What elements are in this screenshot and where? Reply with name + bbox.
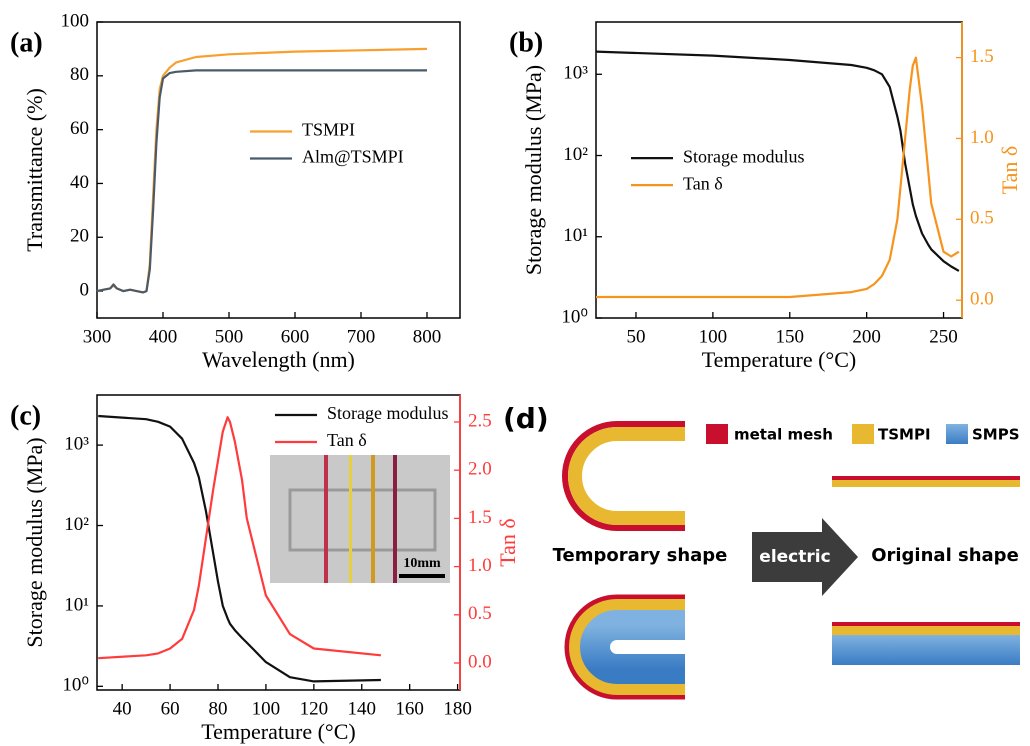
y-tick-label: 80	[70, 64, 89, 85]
scale-bar	[399, 574, 445, 578]
state-label: Original shape	[871, 545, 1019, 566]
x-tick-label: 80	[209, 698, 228, 719]
panel-label: (d)	[503, 402, 549, 435]
legend-label: Storage modulus	[327, 403, 449, 423]
inset-background	[270, 455, 450, 583]
u-shape	[580, 610, 685, 684]
x-tick-label: 150	[776, 326, 805, 347]
legend-label: TSMPI	[302, 120, 355, 140]
y-tick-label: 10³	[64, 433, 89, 454]
diagram: (d) metal mesh TSMPI SMPS Temporary shap…	[503, 402, 1020, 700]
arrow-label: electric	[759, 547, 830, 567]
strip	[832, 476, 1020, 480]
inset-frame	[288, 488, 437, 552]
y2-tick-label: 0.5	[468, 603, 492, 624]
series-line	[98, 414, 381, 683]
legend-label: TSMPI	[878, 426, 931, 444]
inset-wire	[393, 455, 397, 583]
legend-label: SMPS	[972, 426, 1020, 444]
panel-label: (b)	[509, 27, 543, 58]
series-line	[596, 56, 960, 299]
x-tick-label: 140	[348, 698, 377, 719]
strip	[832, 635, 1020, 665]
u-shape	[564, 594, 685, 700]
x-tick-label: 180	[443, 698, 472, 719]
scale-label: 10mm	[403, 556, 441, 571]
x-tick-label: 600	[281, 326, 310, 347]
x-tick-label: 60	[161, 698, 180, 719]
series-line	[96, 69, 427, 294]
strip	[832, 480, 1020, 487]
y2-tick-label: 0.5	[970, 208, 994, 229]
x-tick-label: 100	[699, 326, 728, 347]
x-tick-label: 400	[149, 326, 178, 347]
y-axis-title: Storage modulus (MPa)	[521, 65, 546, 275]
x-tick-label: 800	[413, 326, 442, 347]
panel-label: (a)	[10, 27, 43, 58]
y-tick-label: 10²	[563, 144, 588, 165]
y2-tick-label: 1.5	[468, 507, 492, 528]
x-axis-title: Wavelength (nm)	[202, 347, 355, 372]
y-tick-label: 100	[61, 10, 90, 31]
x-tick-label: 250	[929, 326, 958, 347]
legend-label: Tan δ	[683, 173, 723, 193]
series-line	[96, 47, 428, 294]
y-tick-label: 10²	[64, 514, 89, 535]
strip	[832, 622, 1020, 626]
legend-label: Alm@TSMPI	[302, 147, 404, 167]
u-shape	[569, 599, 685, 695]
inset-wire	[371, 455, 375, 583]
y2-tick-label: 0.0	[468, 651, 492, 672]
legend-swatch	[946, 424, 968, 444]
y2-tick-label: 2.5	[468, 410, 492, 431]
x-tick-label: 700	[347, 326, 376, 347]
y-tick-label: 10⁰	[62, 675, 89, 696]
x-tick-label: 500	[215, 326, 244, 347]
y-tick-label: 60	[70, 118, 89, 139]
series-line	[595, 50, 960, 272]
u-shape	[568, 427, 685, 525]
legend-label: Tan δ	[327, 430, 367, 450]
plot-frame	[96, 21, 461, 319]
strip	[832, 626, 1020, 635]
x-tick-label: 160	[395, 698, 424, 719]
inset-wire	[324, 455, 328, 583]
arrow	[752, 518, 858, 596]
y-axis-title: Storage modulus (MPa)	[22, 437, 47, 647]
panel-label: (c)	[10, 400, 41, 431]
x-tick-label: 200	[852, 326, 881, 347]
legend-label: metal mesh	[734, 426, 833, 444]
x-axis-title: Temperature (°C)	[702, 347, 856, 372]
legend-swatch	[706, 424, 728, 444]
y2-tick-label: 2.0	[468, 459, 492, 480]
legend-swatch	[852, 424, 874, 444]
y-tick-label: 10³	[563, 63, 588, 84]
y2-tick-label: 1.5	[970, 46, 994, 67]
x-tick-label: 100	[252, 698, 281, 719]
y-tick-label: 20	[70, 226, 89, 247]
inset-photo: 10mm	[270, 455, 450, 583]
y-tick-label: 0	[80, 279, 90, 300]
state-label: Temporary shape	[553, 545, 728, 566]
legend-label: Storage modulus	[683, 146, 805, 166]
y-tick-label: 40	[70, 172, 89, 193]
inset-wire	[349, 455, 352, 583]
y-tick-label: 10¹	[563, 225, 588, 246]
u-shape	[562, 421, 685, 531]
y-tick-label: 10¹	[64, 594, 89, 615]
x-tick-label: 300	[83, 326, 112, 347]
series-line	[98, 416, 382, 660]
y2-axis-title: Tan δ	[495, 518, 520, 567]
y2-tick-label: 1.0	[468, 555, 492, 576]
x-tick-label: 120	[300, 698, 329, 719]
y-axis-title: Transmittance (%)	[22, 88, 47, 252]
x-tick-label: 50	[626, 326, 645, 347]
y-tick-label: 10⁰	[561, 306, 588, 327]
y2-axis-title: Tan δ	[997, 146, 1022, 195]
x-axis-title: Temperature (°C)	[201, 719, 355, 744]
x-tick-label: 40	[113, 698, 132, 719]
y2-tick-label: 1.0	[970, 127, 994, 148]
y2-tick-label: 0.0	[970, 289, 994, 310]
